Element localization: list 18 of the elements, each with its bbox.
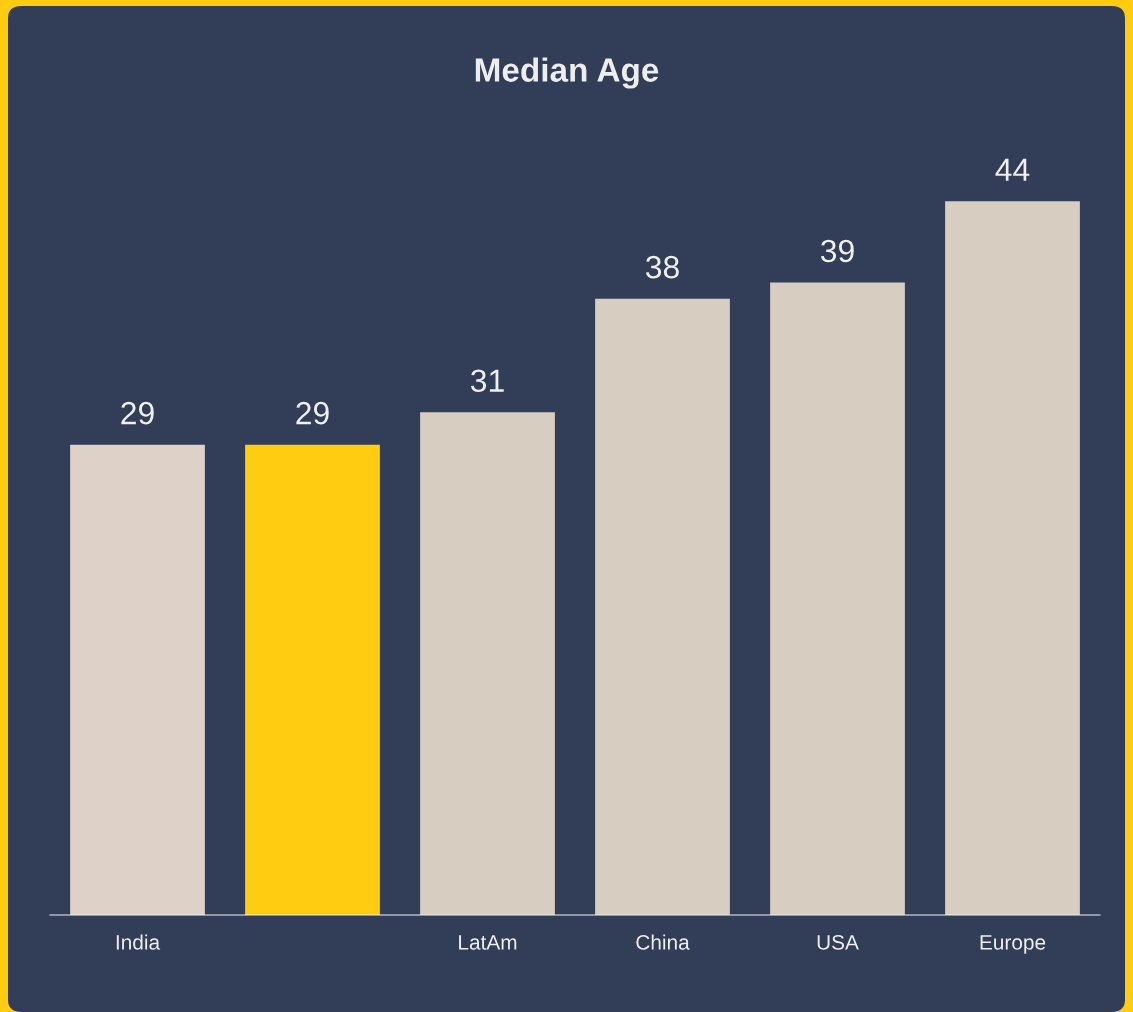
data-label: 44 [995,158,1030,181]
data-label: 38 [645,255,679,279]
x-tick-label: USA [817,934,859,950]
bar [70,444,205,915]
data-label: 39 [820,239,854,263]
bar [245,444,380,915]
bar [945,201,1080,915]
bar [770,282,905,915]
chart-title: Median Age [475,57,659,89]
bar [420,412,555,915]
data-label: 31 [470,369,504,393]
bar [595,298,730,915]
data-label: 29 [121,401,154,425]
x-tick-label: India [116,934,161,950]
x-tick-label: Europe [980,935,1046,954]
x-tick-label: China [636,934,690,950]
data-label: 29 [296,401,329,425]
x-tick-label: LatAm [459,935,517,950]
